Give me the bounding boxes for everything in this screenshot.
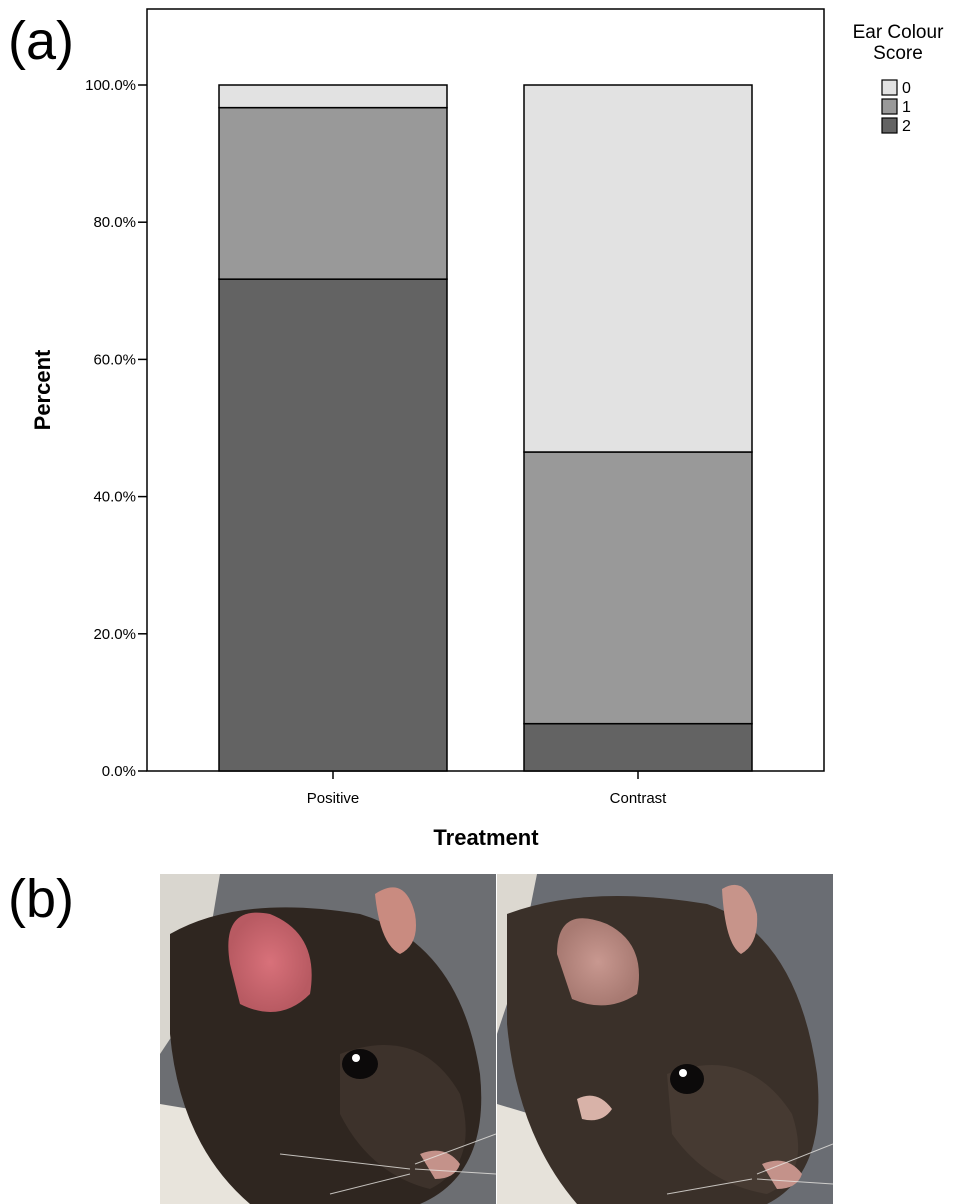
legend-label-1: 1 (902, 99, 911, 116)
bar-positive-score-2 (218, 278, 448, 772)
rat-photo-left (160, 874, 496, 1204)
legend-swatch-2 (881, 117, 898, 134)
legend-swatch-0 (881, 79, 898, 96)
bar-positive-score-1 (218, 106, 448, 280)
legend-label-2: 2 (902, 118, 911, 135)
ear-left (228, 912, 312, 1012)
legend-title-line: Ear Colour (853, 22, 944, 43)
x-tick-label-contrast: Contrast (610, 790, 668, 807)
x-tick-label-positive: Positive (307, 790, 360, 807)
stacked-bar-chart: 0.0% 20.0% 40.0% 60.0% 80.0% 100.0% Positive C… (30, 8, 944, 850)
plot-frame (146, 8, 825, 772)
bar-contrast-score-0 (523, 84, 753, 453)
y-axis: 0.0% 20.0% 40.0% 60.0% 80.0% 100.0% (85, 77, 147, 780)
y-axis-title: Percent (30, 349, 55, 430)
bar-contrast-score-2 (523, 722, 753, 772)
x-axis: Positive Contrast (307, 771, 667, 807)
y-tick-label: 100.0% (85, 77, 136, 94)
bar-contrast-score-1 (523, 451, 753, 725)
legend-title-line: Score (873, 43, 923, 64)
ear-right (557, 918, 639, 1006)
y-tick-label: 40.0% (93, 489, 136, 506)
eye-right (670, 1064, 704, 1094)
y-tick-label: 60.0% (93, 351, 136, 368)
x-axis-title: Treatment (433, 825, 539, 850)
panel-label-a: (a) (8, 11, 74, 71)
panel-label-b: (b) (8, 869, 74, 929)
legend-label-0: 0 (902, 80, 911, 97)
y-tick-label: 20.0% (93, 626, 136, 643)
bar-positive-score-0 (218, 84, 448, 109)
bars-layer (218, 84, 753, 772)
legend-swatch-1 (881, 98, 898, 115)
y-tick-label: 0.0% (102, 763, 136, 780)
y-tick-label: 80.0% (93, 214, 136, 231)
rat-photo-right (497, 874, 833, 1204)
eye-left (342, 1049, 378, 1079)
